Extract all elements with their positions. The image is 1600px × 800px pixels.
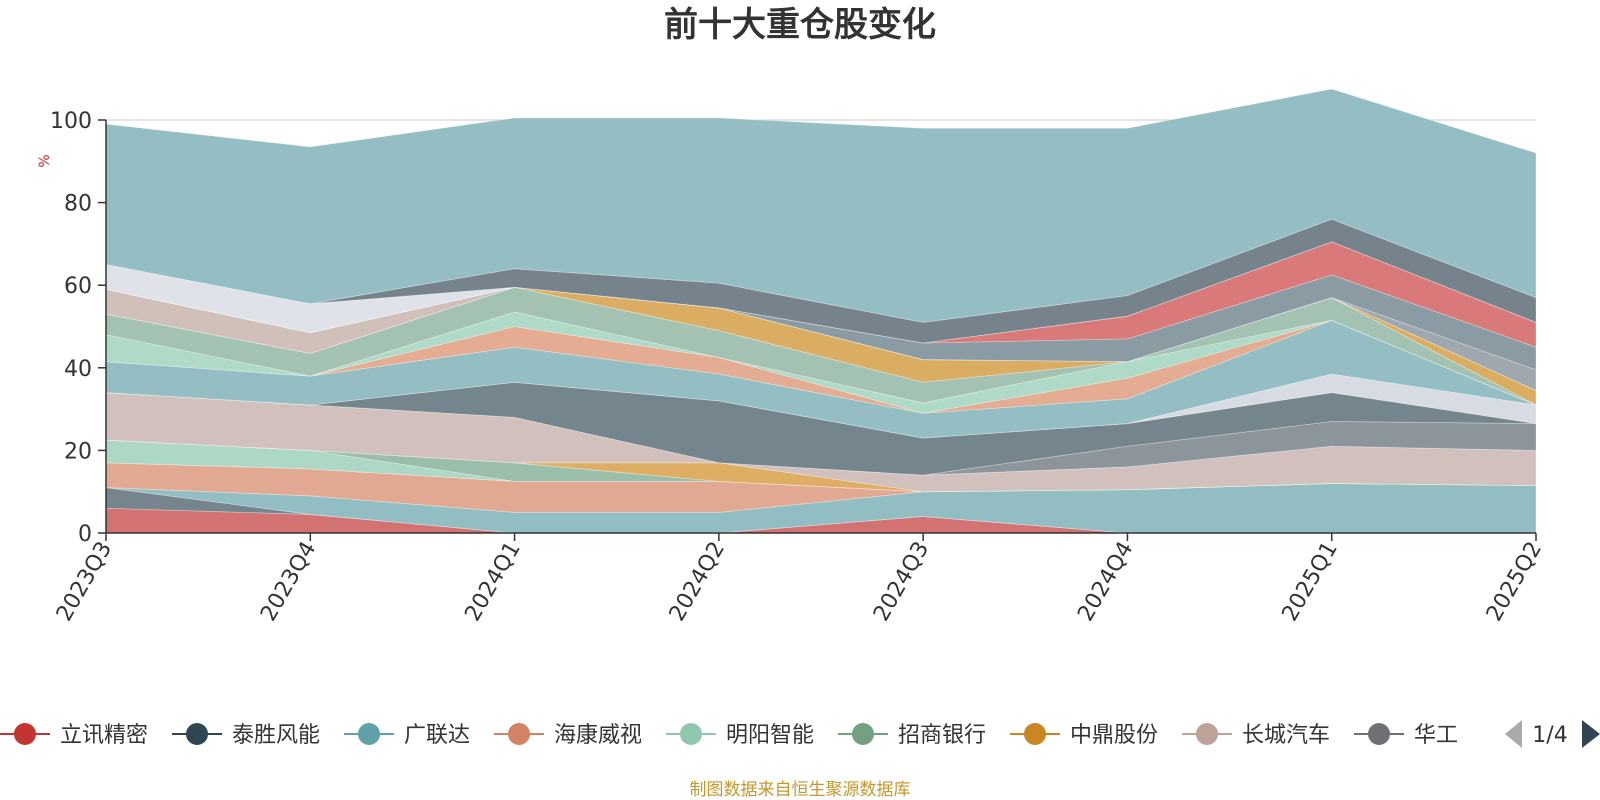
- x-tick-label: 2025Q1: [1278, 538, 1343, 626]
- legend-pager: 1/4: [1505, 720, 1600, 748]
- x-tick-label: 2024Q4: [1073, 538, 1138, 626]
- area-series: [105, 241, 1537, 348]
- footer-source: 制图数据来自恒生聚源数据库: [690, 780, 911, 800]
- x-tick-label: 2023Q4: [256, 538, 321, 626]
- pager-next-icon[interactable]: [1582, 720, 1600, 748]
- legend-item[interactable]: 海康威视: [494, 723, 642, 748]
- legend-label: 长城汽车: [1242, 723, 1330, 748]
- legend-item[interactable]: 招商银行: [838, 723, 986, 748]
- x-tick-label: 2024Q1: [460, 538, 525, 626]
- x-tick-label: 2023Q3: [52, 538, 117, 626]
- y-tick-label: 60: [64, 274, 92, 299]
- area-series: [105, 286, 1537, 406]
- legend-item[interactable]: 华工: [1354, 723, 1458, 748]
- legend-label: 广联达: [404, 723, 470, 748]
- area-series: [105, 274, 1537, 371]
- y-tick-label: 40: [64, 357, 92, 382]
- legend-marker-icon: [14, 723, 36, 745]
- area-series: [105, 392, 1537, 493]
- area-series-group: [105, 88, 1537, 534]
- legend-item[interactable]: 长城汽车: [1182, 723, 1330, 748]
- legend-marker-icon: [1024, 723, 1046, 745]
- y-axis-label: %: [37, 154, 53, 167]
- legend-item[interactable]: 立讯精密: [0, 723, 148, 748]
- x-tick-label: 2025Q2: [1482, 538, 1547, 626]
- legend-item[interactable]: 中鼎股份: [1010, 723, 1158, 748]
- chart-title: 前十大重仓股变化: [664, 5, 936, 45]
- legend-label: 中鼎股份: [1070, 723, 1158, 748]
- y-tick-label: 100: [50, 109, 92, 134]
- area-series: [105, 286, 1537, 392]
- area-series: [105, 373, 1537, 439]
- x-tick-label: 2024Q3: [869, 538, 934, 626]
- area-series: [105, 241, 1537, 344]
- legend-marker-icon: [508, 723, 530, 745]
- legend: 立讯精密 泰胜风能 广联达 海康威视 明阳智能 招商银行 中鼎股份 长城汽车 华工 1/4: [0, 720, 1600, 748]
- legend-marker-icon: [680, 723, 702, 745]
- legend-label: 立讯精密: [60, 723, 148, 748]
- area-series: [105, 311, 1537, 414]
- legend-marker-icon: [852, 723, 874, 745]
- legend-marker-icon: [1196, 723, 1218, 745]
- y-tick-label: 0: [78, 522, 92, 547]
- legend-item[interactable]: 明阳智能: [666, 723, 814, 748]
- y-tick-label: 20: [64, 439, 92, 464]
- legend-marker-icon: [186, 723, 208, 745]
- area-series: [105, 286, 1537, 406]
- legend-label: 华工: [1414, 723, 1458, 748]
- area-series: [105, 88, 1537, 323]
- legend-label: 招商银行: [898, 723, 986, 748]
- legend-item[interactable]: 泰胜风能: [172, 723, 320, 748]
- legend-label: 明阳智能: [726, 723, 814, 748]
- legend-item[interactable]: 广联达: [344, 723, 470, 748]
- pager-text: 1/4: [1532, 723, 1567, 748]
- pager-prev-icon[interactable]: [1505, 720, 1522, 748]
- area-series: [105, 392, 1537, 476]
- legend-marker-icon: [1368, 723, 1390, 745]
- area-series: [105, 286, 1537, 391]
- legend-marker-icon: [358, 723, 380, 745]
- legend-label: 泰胜风能: [232, 723, 320, 748]
- area-series: [105, 218, 1537, 344]
- y-tick-label: 80: [64, 192, 92, 217]
- x-tick-label: 2024Q2: [665, 538, 730, 626]
- area-series: [105, 319, 1537, 439]
- legend-label: 海康威视: [554, 723, 642, 748]
